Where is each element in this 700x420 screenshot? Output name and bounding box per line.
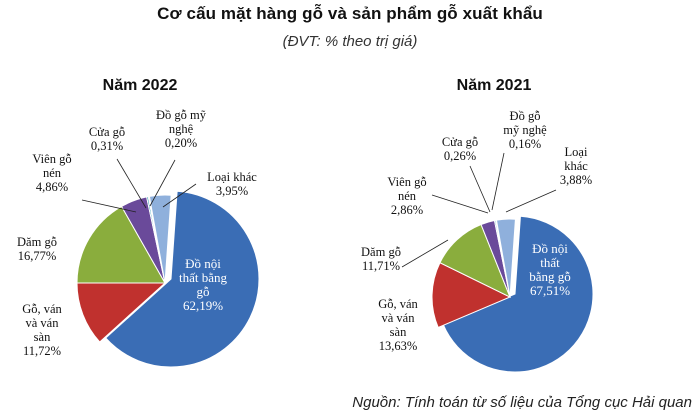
data-label-vien_go: Viên gỗ nén 4,86% (32, 152, 71, 194)
data-label-my_nghe: Đồ gỗ mỹ nghệ 0,20% (156, 108, 207, 150)
data-label-cua_go: Cửa gỗ 0,26% (442, 135, 478, 163)
pie-slice-noi_that (105, 190, 260, 368)
leader-line-cua_go (116, 158, 147, 209)
data-label-noi_that: Đồ nội thất bằng gỗ 62,19% (179, 256, 228, 313)
leader-line-vien_go (81, 199, 137, 213)
pie-title: Năm 2022 (103, 77, 178, 94)
pie-chart-1: Năm 2022 Đồ nội thất bằng gỗ 62,19% Gỗ, ván và… (17, 77, 260, 368)
pie-slice-go_van (76, 282, 167, 343)
data-label-dam_go: Dăm gỗ 16,77% (17, 235, 57, 263)
unit-subtitle: (ĐVT: % theo trị giá) (282, 33, 418, 50)
pie-slice-go_van (431, 262, 512, 329)
data-label-loai_khac: Loại khác 3,88% (560, 145, 592, 187)
chart-title: Cơ cấu mặt hàng gỗ và sản phẩm gỗ xuất k… (157, 4, 543, 23)
pie-slice-noi_that (442, 215, 594, 373)
source-note: Nguồn: Tính toán từ số liệu của Tổng cục… (352, 394, 692, 411)
data-label-vien_go: Viên gỗ nén 2,86% (387, 175, 426, 217)
leader-line-cua_go (469, 165, 491, 213)
leader-line-loai_khac (505, 189, 557, 213)
leader-line-loai_khac (162, 183, 197, 208)
data-label-dam_go: Dăm gỗ 11,71% (361, 245, 401, 273)
pie-slice-loai_khac (495, 218, 516, 298)
leader-line-dam_go (401, 239, 449, 268)
data-label-go_van: Gỗ, ván và ván sàn 13,63% (378, 297, 418, 353)
pie-slice-dam_go (76, 205, 166, 284)
leader-line-my_nghe (149, 159, 176, 207)
pie-slice-loai_khac (148, 194, 172, 284)
data-label-noi_that: Đồ nội thất bằng gỗ 67,51% (529, 241, 571, 298)
data-label-cua_go: Cửa gỗ 0,31% (89, 125, 125, 153)
data-label-go_van: Gỗ, ván và ván sàn 11,72% (22, 302, 62, 358)
pie-title: Năm 2021 (457, 77, 532, 94)
leader-line-vien_go (431, 194, 489, 214)
data-label-my_nghe: Đồ gỗ mỹ nghệ 0,16% (503, 109, 547, 151)
pie-chart-2: Năm 2021 Đồ nội thất bằng gỗ 67,51% Gỗ, ván và… (361, 77, 594, 373)
data-label-loai_khac: Loại khác 3,95% (207, 170, 257, 198)
leader-line-my_nghe (491, 152, 505, 211)
